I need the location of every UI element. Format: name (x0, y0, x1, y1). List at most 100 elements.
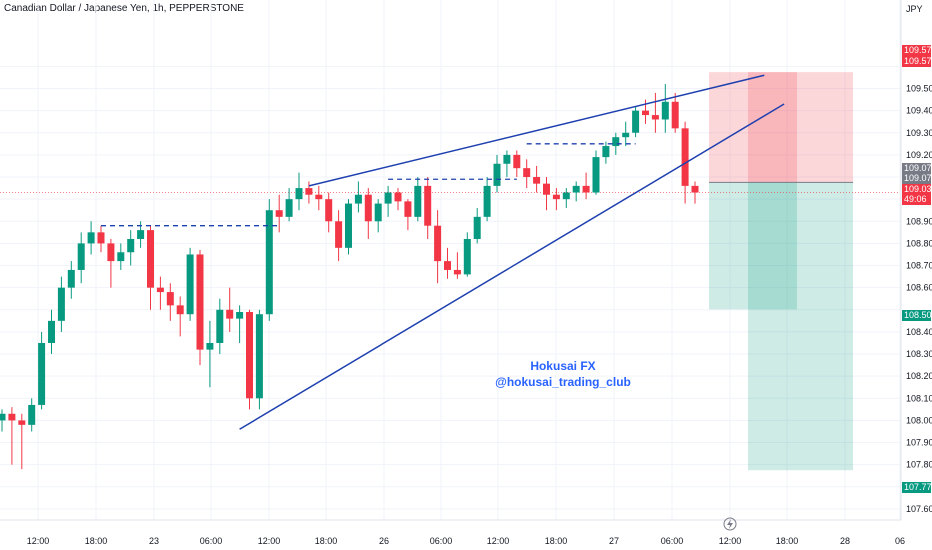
candle-body (147, 230, 154, 288)
price-tag: 107.775 (902, 482, 932, 493)
candle (216, 298, 224, 355)
candle-body (671, 101, 679, 129)
price-tag-bg (902, 184, 931, 195)
candle-body (48, 320, 55, 343)
lightning-icon (723, 517, 737, 531)
candle (483, 177, 491, 222)
price-tag-bg (902, 45, 931, 56)
position-tool (0, 72, 900, 471)
candle (632, 106, 640, 138)
price-tag-bg (902, 56, 931, 67)
price-tag-bg (902, 173, 931, 184)
candle (513, 150, 521, 178)
x-tick-label: 12:00 (258, 536, 281, 546)
price-tag-text: 109.076 (904, 163, 932, 173)
candle (255, 309, 263, 410)
x-tick-label: 06 (895, 536, 905, 546)
candle (533, 165, 541, 193)
candle (166, 283, 174, 321)
price-tag: 109.574 (902, 45, 932, 56)
x-tick-label: 18:00 (545, 536, 568, 546)
candle-body (226, 309, 234, 319)
x-tick-label: 12:00 (27, 536, 50, 546)
x-tick-label: 28 (840, 536, 850, 546)
price-tag: 108.502 (902, 310, 932, 321)
x-tick-label: 27 (609, 536, 619, 546)
price-tags: 109.574109.571109.076109.076109.03149:06… (902, 45, 932, 493)
candle (67, 261, 75, 299)
y-tick-label: 107.600 (906, 504, 932, 514)
y-tick-label: 109.200 (906, 150, 932, 160)
candle-body (434, 225, 442, 262)
candle (582, 172, 590, 200)
candle (275, 194, 283, 233)
candle-body (523, 168, 531, 178)
candle-body (562, 192, 570, 200)
candle-body (275, 210, 283, 217)
candle-body (186, 254, 194, 315)
candle (196, 250, 204, 366)
x-tick-label: 18:00 (85, 536, 108, 546)
price-tag-text: 108.502 (904, 310, 932, 320)
x-tick-label: 06:00 (661, 536, 684, 546)
chart-title: Canadian Dollar / Japanese Yen, 1h, PEPP… (4, 3, 244, 14)
price-tag: 109.076 (902, 163, 932, 174)
candle-body (513, 154, 521, 169)
x-tick-label: 18:00 (315, 536, 338, 546)
candle (651, 92, 659, 133)
candle (661, 84, 669, 133)
y-tick-label: 108.000 (906, 415, 932, 425)
candle (38, 331, 46, 410)
candle-body (384, 192, 392, 204)
candle (374, 199, 382, 233)
candle (523, 159, 531, 189)
candle-body (206, 342, 214, 350)
candle (57, 276, 65, 332)
candle (354, 181, 362, 213)
candle-body (137, 230, 145, 239)
candle (206, 320, 214, 388)
candle (414, 177, 422, 222)
candle-body (265, 210, 273, 315)
candle (572, 181, 580, 202)
price-tag-text: 109.571 (904, 56, 932, 66)
candle (0, 409, 6, 432)
y-tick-label: 108.700 (906, 261, 932, 271)
candle (295, 172, 303, 211)
candle-body (602, 146, 610, 158)
candle (612, 132, 620, 155)
stop-zone-b (748, 72, 853, 183)
x-tick-label: 18:00 (776, 536, 799, 546)
price-tag: 109.571 (902, 56, 932, 67)
candle (345, 199, 352, 255)
candle-body (166, 292, 174, 306)
candle (226, 287, 234, 332)
time-axis: 12:00 18:00 23 06:00 12:00 18:00 26 06:00 12:00 1… (27, 517, 905, 546)
candle-body (255, 314, 263, 399)
price-tag-text: 49:06 (904, 194, 927, 204)
x-tick-label: 26 (379, 536, 389, 546)
candle-body (28, 404, 36, 425)
candle-body (117, 252, 125, 262)
candle (463, 232, 471, 277)
candle (394, 188, 402, 211)
y-tick-label: 107.800 (906, 460, 932, 470)
candle-body (453, 269, 461, 275)
candle-body (691, 185, 699, 193)
candle-body (503, 154, 511, 164)
candle (453, 252, 461, 279)
candle (147, 225, 154, 310)
candle (364, 188, 372, 239)
candle-body (473, 216, 481, 239)
candle (246, 309, 253, 410)
candle (335, 210, 343, 262)
candle (117, 243, 125, 270)
candle (602, 141, 610, 164)
candle-body (572, 185, 580, 193)
y-tick-label: 108.800 (906, 238, 932, 248)
candle (265, 199, 273, 321)
candle-body (364, 194, 372, 222)
price-tag-bg (902, 310, 931, 321)
candle-body (552, 194, 560, 200)
